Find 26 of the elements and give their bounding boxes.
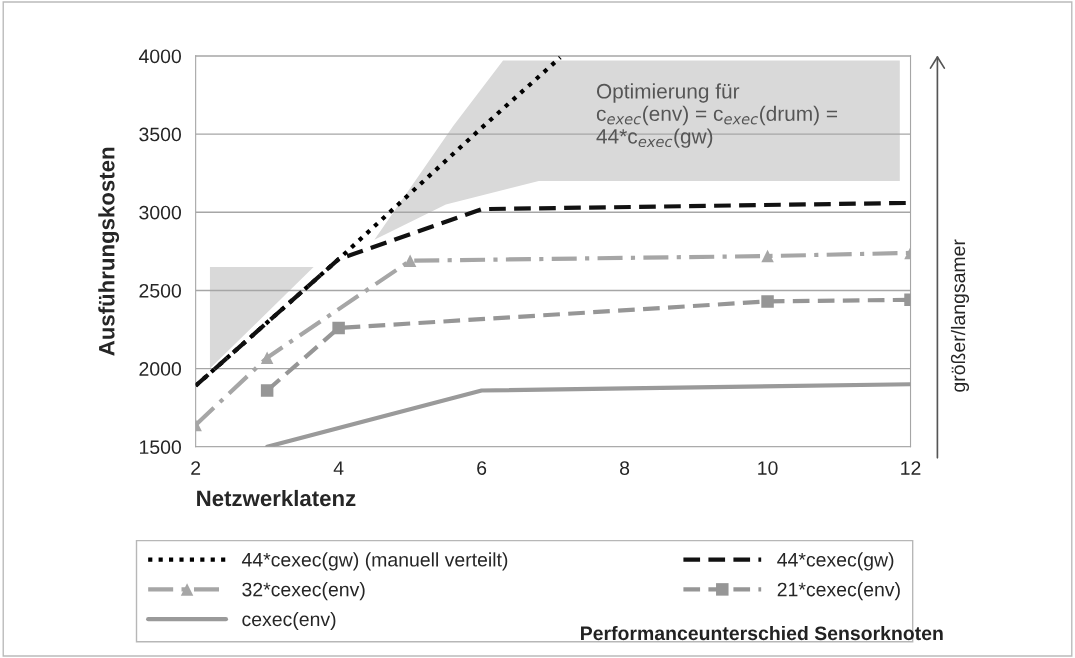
point [403,254,417,267]
text: Performanceunterschied Sensorknoten [581,625,943,641]
legend-label: 44*cexec(gw) [777,552,894,571]
y-tick-label: 4000 [138,49,182,64]
point [260,384,274,397]
y-axis-title: Ausführungskosten [98,147,120,356]
x-tick-label: 8 [620,461,630,475]
y-tick-label: 2500 [139,283,182,298]
x-tick-label: 10 [758,461,778,475]
x-tick-label: 6 [477,461,487,475]
x-axis-title: Netzwerklatenz [197,489,356,507]
point [260,351,274,364]
legend-label: 21*cexec(env) [777,582,900,601]
y-tick-label: 3500 [139,127,182,142]
y-tick-label: 1500 [139,440,182,455]
x-tick-label: 12 [901,461,921,475]
legend-label: 32*cexec(env) [242,582,365,601]
x-tick-label: 4 [333,461,344,475]
x-tick-label: 2 [191,461,201,475]
legend-label: cexec(env) [242,611,336,631]
text: größer/langsamer [950,239,970,392]
point [332,321,345,335]
y-tick-label: 3000 [139,205,182,220]
legend-label: 44*cexec(gw) (manuell verteilt) [241,552,508,571]
y-tick-label: 2000 [139,362,182,376]
text: Optimierung für c$_{exec}$(env) = c$_{exec}$(drum) = 44*c$_{exec}$(gw) [596,83,838,148]
